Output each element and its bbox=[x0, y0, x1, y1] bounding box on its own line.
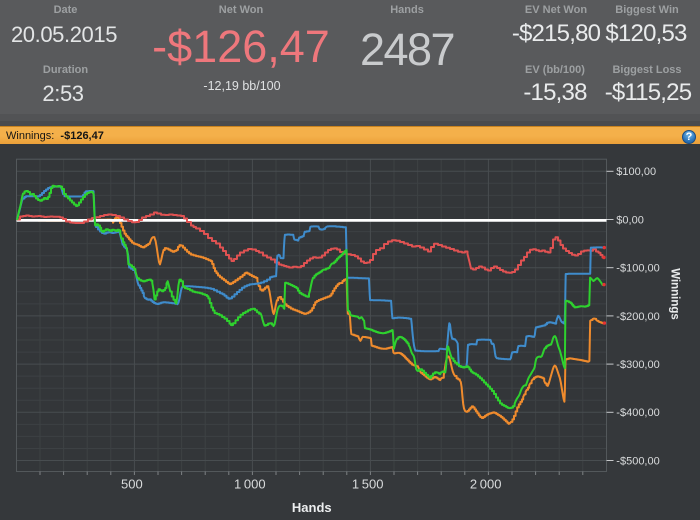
svg-text:-$100,00: -$100,00 bbox=[616, 263, 659, 275]
svg-text:-$300,00: -$300,00 bbox=[616, 359, 659, 371]
svg-text:-$500,00: -$500,00 bbox=[616, 455, 659, 467]
svg-text:-$400,00: -$400,00 bbox=[616, 407, 659, 419]
svg-text:1 000: 1 000 bbox=[234, 477, 266, 492]
svg-text:2 000: 2 000 bbox=[470, 477, 502, 492]
svg-text:Hands: Hands bbox=[292, 500, 332, 515]
svg-text:$0,00: $0,00 bbox=[616, 214, 644, 226]
svg-text:$100,00: $100,00 bbox=[616, 166, 656, 178]
svg-text:Winnings: Winnings bbox=[669, 268, 681, 320]
svg-text:-$200,00: -$200,00 bbox=[616, 311, 659, 323]
svg-text:1 500: 1 500 bbox=[352, 477, 384, 492]
svg-text:500: 500 bbox=[121, 477, 143, 492]
